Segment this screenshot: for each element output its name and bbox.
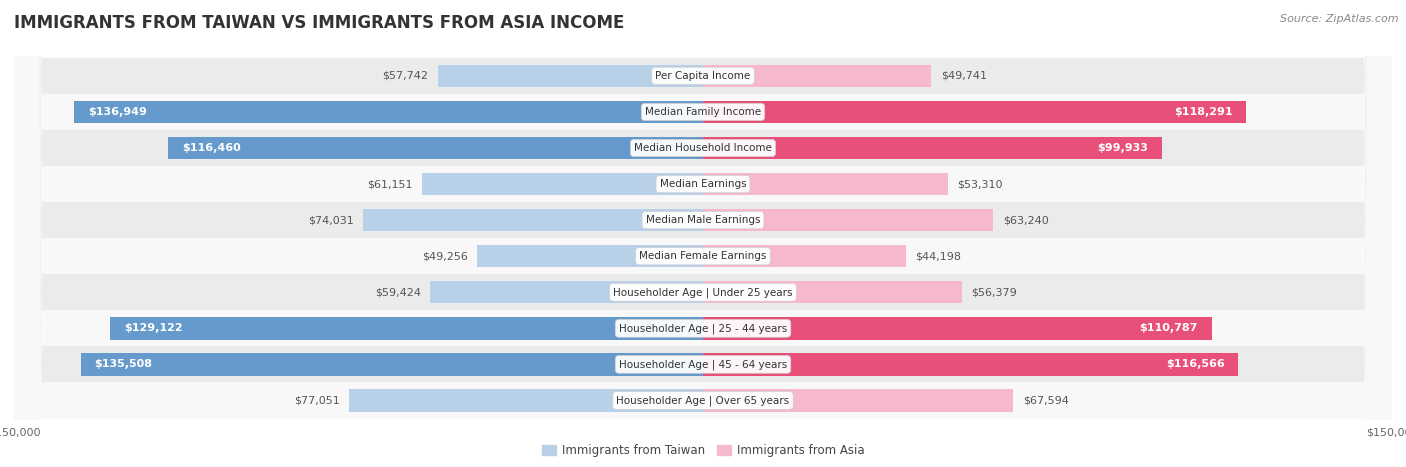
Text: Median Earnings: Median Earnings bbox=[659, 179, 747, 189]
Text: Source: ZipAtlas.com: Source: ZipAtlas.com bbox=[1281, 14, 1399, 24]
FancyBboxPatch shape bbox=[14, 0, 1392, 467]
Bar bbox=[703, 173, 948, 195]
Bar bbox=[703, 137, 1161, 159]
Text: $53,310: $53,310 bbox=[957, 179, 1002, 189]
FancyBboxPatch shape bbox=[14, 0, 1392, 467]
Text: Householder Age | Under 25 years: Householder Age | Under 25 years bbox=[613, 287, 793, 297]
Bar bbox=[703, 389, 1014, 411]
FancyBboxPatch shape bbox=[14, 0, 1392, 467]
Bar bbox=[363, 209, 703, 231]
Text: $135,508: $135,508 bbox=[94, 360, 152, 369]
Legend: Immigrants from Taiwan, Immigrants from Asia: Immigrants from Taiwan, Immigrants from … bbox=[537, 439, 869, 462]
Bar bbox=[169, 137, 703, 159]
Bar bbox=[75, 101, 703, 123]
Text: Median Family Income: Median Family Income bbox=[645, 107, 761, 117]
Bar bbox=[110, 317, 703, 340]
Bar bbox=[703, 101, 1246, 123]
FancyBboxPatch shape bbox=[14, 0, 1392, 467]
Text: $44,198: $44,198 bbox=[915, 251, 962, 261]
Text: $116,460: $116,460 bbox=[181, 143, 240, 153]
Bar bbox=[430, 281, 703, 304]
Bar bbox=[422, 173, 703, 195]
Bar bbox=[80, 353, 703, 375]
Bar bbox=[477, 245, 703, 268]
Text: $59,424: $59,424 bbox=[375, 287, 420, 297]
FancyBboxPatch shape bbox=[14, 0, 1392, 467]
Text: $57,742: $57,742 bbox=[382, 71, 429, 81]
Text: Householder Age | 25 - 44 years: Householder Age | 25 - 44 years bbox=[619, 323, 787, 333]
Bar bbox=[703, 209, 994, 231]
Text: $56,379: $56,379 bbox=[972, 287, 1017, 297]
Text: Per Capita Income: Per Capita Income bbox=[655, 71, 751, 81]
Text: Householder Age | 45 - 64 years: Householder Age | 45 - 64 years bbox=[619, 359, 787, 370]
Text: $110,787: $110,787 bbox=[1140, 323, 1198, 333]
Text: Householder Age | Over 65 years: Householder Age | Over 65 years bbox=[616, 395, 790, 406]
Text: $99,933: $99,933 bbox=[1097, 143, 1149, 153]
Text: $61,151: $61,151 bbox=[367, 179, 413, 189]
FancyBboxPatch shape bbox=[14, 0, 1392, 467]
Text: Median Female Earnings: Median Female Earnings bbox=[640, 251, 766, 261]
Bar bbox=[703, 353, 1239, 375]
Text: $77,051: $77,051 bbox=[294, 396, 340, 405]
Bar bbox=[703, 65, 931, 87]
Text: $74,031: $74,031 bbox=[308, 215, 354, 225]
FancyBboxPatch shape bbox=[14, 0, 1392, 467]
Text: Median Male Earnings: Median Male Earnings bbox=[645, 215, 761, 225]
Bar bbox=[703, 281, 962, 304]
Text: $49,256: $49,256 bbox=[422, 251, 468, 261]
Bar bbox=[437, 65, 703, 87]
Text: $136,949: $136,949 bbox=[87, 107, 146, 117]
Text: $129,122: $129,122 bbox=[124, 323, 183, 333]
Bar bbox=[703, 245, 905, 268]
Text: $67,594: $67,594 bbox=[1022, 396, 1069, 405]
FancyBboxPatch shape bbox=[14, 0, 1392, 467]
Text: $49,741: $49,741 bbox=[941, 71, 987, 81]
Text: $118,291: $118,291 bbox=[1174, 107, 1233, 117]
FancyBboxPatch shape bbox=[14, 0, 1392, 467]
Text: Median Household Income: Median Household Income bbox=[634, 143, 772, 153]
FancyBboxPatch shape bbox=[14, 0, 1392, 467]
Text: $116,566: $116,566 bbox=[1166, 360, 1225, 369]
Bar bbox=[349, 389, 703, 411]
Text: IMMIGRANTS FROM TAIWAN VS IMMIGRANTS FROM ASIA INCOME: IMMIGRANTS FROM TAIWAN VS IMMIGRANTS FRO… bbox=[14, 14, 624, 32]
Text: $63,240: $63,240 bbox=[1002, 215, 1049, 225]
Bar bbox=[703, 317, 1212, 340]
